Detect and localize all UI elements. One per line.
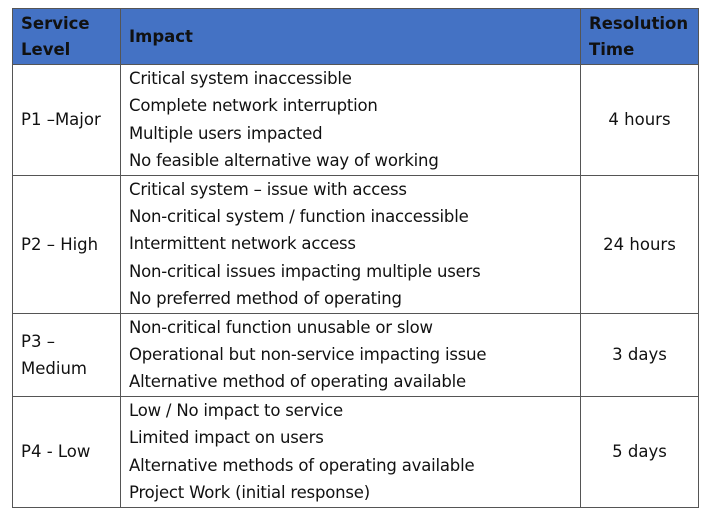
resolution-time-cell: 3 days (580, 312, 699, 397)
impact-item: Multiple users impacted (129, 123, 323, 143)
impact-item: Limited impact on users (129, 428, 324, 448)
resolution-time-cell: 5 days (580, 395, 699, 508)
impact-item: Alternative methods of operating availab… (129, 455, 475, 475)
impact-item: No feasible alternative way of working (129, 151, 439, 171)
impact-item: Non-critical function unusable or slow (129, 317, 433, 337)
impact-item: Alternative method of operating availabl… (129, 372, 467, 392)
impact-cell: Non-critical function unusable or slow Op… (120, 312, 581, 397)
table-row: P1 –Major Critical system inaccessible Com… (12, 64, 699, 176)
service-level-cell: P2 – High (12, 174, 121, 314)
impact-item: Critical system inaccessible (129, 69, 352, 88)
service-level-table: Service Level Impact Resolution Time P1 … (12, 8, 699, 508)
impact-cell: Critical system – issue with access Non-c… (120, 174, 581, 314)
impact-item: Low / No impact to service (129, 400, 343, 420)
impact-item: Non-critical system / function inaccessi… (129, 207, 469, 227)
service-level-cell: P1 –Major (12, 64, 121, 176)
table-row: P2 – High Critical system – issue with ac… (12, 174, 699, 314)
resolution-time-cell: 4 hours (580, 64, 699, 176)
impact-item: No preferred method of operating (129, 289, 402, 309)
header-row: Service Level Impact Resolution Time (12, 8, 699, 65)
impact-item: Complete network interruption (129, 96, 378, 116)
header-resolution-time: Resolution Time (580, 8, 699, 65)
table-row: P3 – Medium Non-critical function unusabl… (12, 312, 699, 397)
service-level-cell: P4 - Low (12, 395, 121, 508)
impact-item: Operational but non-service impacting is… (129, 345, 487, 365)
service-level-cell: P3 – Medium (12, 312, 121, 397)
table-row: P4 - Low Low / No impact to service Limite… (12, 395, 699, 508)
impact-item: Intermittent network access (129, 234, 356, 254)
header-impact: Impact (120, 8, 581, 65)
resolution-time-cell: 24 hours (580, 174, 699, 314)
header-service-level: Service Level (12, 8, 121, 65)
impact-item: Project Work (initial response) (129, 483, 370, 503)
impact-cell: Low / No impact to service Limited impact… (120, 395, 581, 508)
impact-item: Non-critical issues impacting multiple u… (129, 261, 481, 281)
impact-item: Critical system – issue with access (129, 179, 407, 199)
impact-cell: Critical system inaccessible Complete net… (120, 64, 581, 176)
